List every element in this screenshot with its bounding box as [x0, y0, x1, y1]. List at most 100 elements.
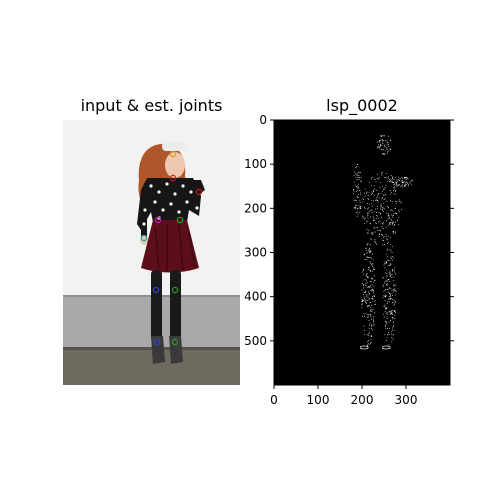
mesh-vertex: [388, 298, 389, 300]
mesh-vertex: [393, 187, 395, 189]
mesh-vertex: [366, 244, 368, 246]
mesh-vertex: [382, 185, 384, 187]
mesh-vertex: [372, 259, 374, 261]
mesh-vertex: [389, 179, 391, 181]
mesh-vertex: [378, 197, 380, 199]
mesh-vertex: [367, 217, 369, 219]
mesh-vertex: [373, 226, 375, 228]
mesh-vertex: [378, 178, 379, 180]
mesh-vertex: [361, 300, 363, 302]
mesh-vertex: [393, 186, 395, 188]
mesh-vertex: [354, 181, 356, 183]
mesh-vertex: [368, 334, 369, 336]
mesh-vertex: [372, 298, 374, 300]
mesh-vertex: [369, 261, 371, 263]
mesh-vertex: [367, 215, 369, 217]
mesh-vertex: [371, 270, 373, 272]
mesh-vertex: [409, 181, 411, 183]
mesh-vertex: [402, 182, 404, 184]
mesh-vertex: [363, 199, 364, 200]
mesh-vertex: [381, 190, 383, 192]
mesh-vertex: [370, 257, 371, 258]
mesh-vertex: [387, 153, 389, 154]
mesh-vertex: [389, 265, 391, 267]
chart-title: lsp_0002: [326, 96, 398, 115]
mesh-vertex: [368, 314, 370, 316]
mesh-vertex: [395, 291, 397, 293]
mesh-vertex: [394, 302, 396, 304]
mesh-vertex: [402, 178, 403, 180]
mesh-vertex: [355, 167, 357, 168]
mesh-vertex: [385, 324, 387, 326]
mesh-vertex: [382, 297, 384, 299]
mesh-vertex: [354, 199, 356, 201]
mesh-vertex: [362, 201, 364, 203]
mesh-vertex: [404, 178, 406, 180]
mesh-vertex: [391, 310, 393, 312]
mesh-vertex: [383, 189, 385, 191]
mesh-vertex: [384, 244, 385, 245]
mesh-vertex: [392, 298, 393, 300]
mesh-vertex: [355, 204, 356, 206]
mesh-vertex: [385, 307, 387, 309]
mesh-vertex: [373, 323, 375, 325]
blouse: [137, 178, 201, 230]
mesh-vertex: [385, 325, 387, 327]
mesh-vertex: [365, 253, 367, 255]
mesh-vertex: [370, 277, 372, 279]
x-tick-label: 0: [270, 393, 278, 407]
polka-dots: [142, 182, 199, 226]
mesh-vertex: [385, 226, 387, 228]
mesh-vertex: [370, 342, 372, 344]
mesh-vertex: [392, 210, 394, 212]
mesh-vertex: [403, 180, 405, 182]
mesh-vertex: [368, 251, 370, 253]
mesh-vertex: [390, 263, 391, 265]
mesh-vertex: [391, 314, 393, 316]
mesh-vertex: [366, 280, 368, 282]
mesh-vertex: [362, 269, 364, 271]
x-tick-label: 300: [395, 393, 418, 407]
mesh-vertex: [387, 218, 389, 220]
mesh-vertex: [371, 212, 373, 213]
mesh-vertex: [380, 145, 382, 147]
mesh-vertex: [381, 197, 383, 198]
mesh-vertex: [374, 194, 376, 196]
mesh-vertex: [371, 334, 372, 336]
mesh-vertex: [365, 217, 367, 219]
mesh-vertex: [370, 258, 372, 260]
mesh-vertex: [395, 201, 396, 203]
mesh-vertex: [356, 196, 358, 197]
mesh-vertex: [389, 139, 391, 141]
mesh-vertex: [388, 264, 390, 266]
mesh-vertex: [387, 242, 389, 244]
mesh-vertex: [390, 214, 392, 216]
mesh-vertex: [383, 148, 385, 150]
mesh-vertex: [381, 174, 383, 176]
mesh-vertex: [371, 325, 372, 326]
mesh-vertex: [366, 334, 368, 336]
mesh-vertex: [380, 205, 382, 207]
mesh-vertex: [364, 206, 366, 208]
mesh-vertex: [392, 329, 394, 331]
mesh-vertex: [370, 336, 372, 338]
mesh-vertex: [385, 253, 387, 255]
mesh-vertex: [363, 313, 365, 315]
mesh-vertex: [398, 200, 400, 202]
mesh-vertex: [379, 233, 381, 235]
mesh-vertex: [366, 305, 368, 307]
mesh-vertex: [389, 209, 391, 211]
mesh-vertex: [388, 344, 390, 346]
mesh-vertex: [376, 227, 378, 229]
mesh-vertex: [406, 181, 408, 183]
mesh-vertex: [356, 200, 357, 202]
mesh-vertex: [371, 288, 373, 290]
mesh-vertex: [392, 333, 394, 335]
mesh-vertex: [390, 312, 392, 313]
mesh-vertex: [382, 141, 384, 143]
mesh-vertex: [362, 217, 364, 219]
mesh-vertex: [363, 298, 365, 300]
mesh-vertex: [367, 214, 369, 216]
mesh-vertex: [398, 184, 400, 186]
mesh-vertex: [364, 299, 366, 301]
